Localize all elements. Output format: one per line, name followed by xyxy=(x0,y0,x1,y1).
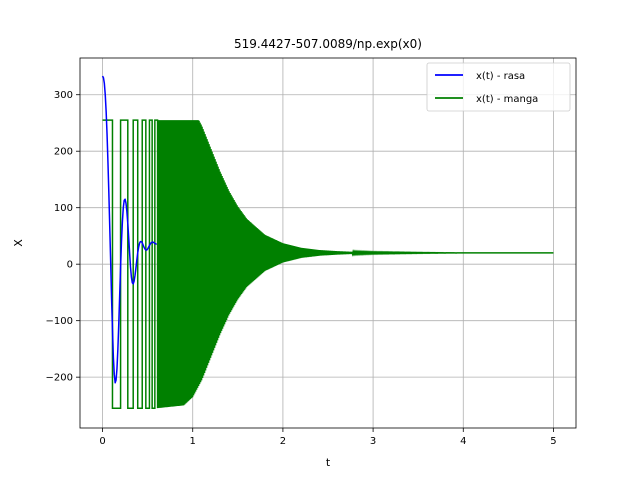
series-layer xyxy=(101,75,554,409)
y-axis: −200 −100 0 100 200 300 xyxy=(46,90,80,384)
x-tick-label: 0 xyxy=(99,436,105,447)
x-tick-label: 4 xyxy=(460,436,466,447)
x-tick-label: 5 xyxy=(550,436,556,447)
series-line-manga xyxy=(102,119,554,409)
x-tick-label: 2 xyxy=(280,436,286,447)
chart-title: 519.4427-507.0089/np.exp(x0) xyxy=(234,37,422,51)
y-tick-label: 100 xyxy=(54,203,73,214)
y-tick-label: 0 xyxy=(67,260,73,271)
y-axis-label: X xyxy=(12,239,25,247)
legend: x(t) - rasa x(t) - manga xyxy=(426,62,571,112)
y-tick-label: 200 xyxy=(54,147,73,158)
x-tick-label: 1 xyxy=(190,436,196,447)
y-tick-label: −100 xyxy=(46,316,73,327)
legend-label-rasa: x(t) - rasa xyxy=(476,71,525,82)
plot-area xyxy=(101,75,554,409)
y-tick-label: 300 xyxy=(54,90,73,101)
plot-frame xyxy=(79,57,577,429)
x-tick-label: 3 xyxy=(370,436,376,447)
series-line-rasa xyxy=(101,75,158,384)
x-axis-label: t xyxy=(326,456,331,469)
y-tick-label: −200 xyxy=(46,373,73,384)
legend-label-manga: x(t) - manga xyxy=(476,94,538,105)
x-axis: 0 1 2 3 4 5 xyxy=(99,428,557,447)
